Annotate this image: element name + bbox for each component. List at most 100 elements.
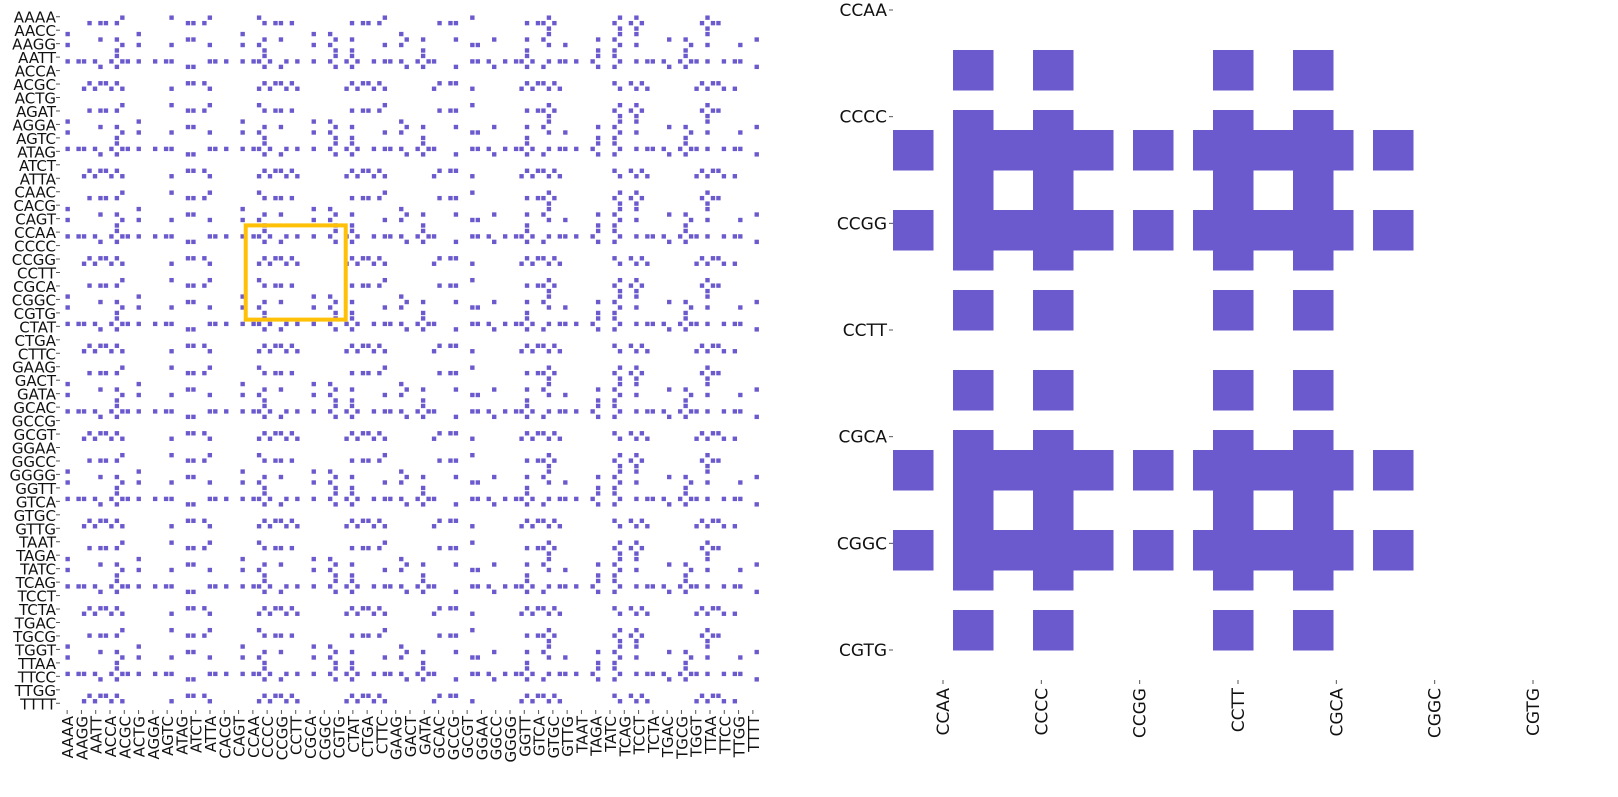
zoomed-cell xyxy=(1293,510,1314,531)
matrix-cell xyxy=(125,59,131,64)
matrix-cell xyxy=(437,168,442,173)
matrix-cell xyxy=(344,671,349,677)
matrix-cell xyxy=(420,124,426,130)
matrix-cell xyxy=(612,474,617,480)
matrix-cell xyxy=(519,409,524,414)
zoomed-cell xyxy=(1313,170,1334,191)
matrix-cell xyxy=(98,545,103,551)
zoomed-cell xyxy=(973,630,994,651)
matrix-cell xyxy=(710,693,716,698)
matrix-cell xyxy=(667,387,672,392)
zoomed-cell xyxy=(1193,230,1214,251)
matrix-cell xyxy=(278,693,284,698)
matrix-cell xyxy=(169,452,174,458)
zoomed-cell xyxy=(1013,210,1034,231)
matrix-cell xyxy=(552,168,557,173)
matrix-cell xyxy=(382,540,388,545)
matrix-cell xyxy=(382,409,388,414)
matrix-cell xyxy=(92,436,98,441)
matrix-cell xyxy=(535,431,541,436)
matrix-cell xyxy=(705,86,710,91)
matrix-cell xyxy=(169,480,174,485)
matrix-cell xyxy=(202,81,207,86)
matrix-cell xyxy=(114,256,120,261)
matrix-cell xyxy=(377,458,382,463)
matrix-cell xyxy=(431,409,437,414)
matrix-cell xyxy=(546,234,552,239)
matrix-cell xyxy=(705,261,710,266)
matrix-cell xyxy=(595,212,601,217)
matrix-cell xyxy=(262,431,267,436)
matrix-cell xyxy=(311,321,316,327)
zoomed-cell xyxy=(893,470,914,491)
zoomed-cell xyxy=(1033,510,1054,531)
matrix-cell xyxy=(650,584,656,589)
matrix-cell xyxy=(333,212,338,217)
matrix-cell xyxy=(486,671,491,677)
x-tick-label: GTGC xyxy=(545,716,563,758)
matrix-cell xyxy=(431,261,437,266)
matrix-cell xyxy=(65,381,70,387)
matrix-cell xyxy=(470,217,475,223)
matrix-cell xyxy=(152,59,158,64)
matrix-cell xyxy=(705,206,710,212)
matrix-cell xyxy=(541,299,546,305)
zoomed-cell xyxy=(1393,550,1414,571)
matrix-cell xyxy=(595,387,601,392)
matrix-cell xyxy=(136,321,141,327)
zoomed-cell xyxy=(1033,150,1054,171)
matrix-cell xyxy=(552,518,557,523)
matrix-cell xyxy=(366,458,371,463)
matrix-cell xyxy=(546,119,552,124)
zoomed-cell xyxy=(1393,230,1414,251)
matrix-cell xyxy=(114,48,120,53)
matrix-cell xyxy=(563,409,568,414)
matrix-cell xyxy=(628,283,634,288)
zoomed-cell xyxy=(1213,630,1234,651)
matrix-cell xyxy=(169,584,174,589)
matrix-cell xyxy=(333,403,338,409)
matrix-cell xyxy=(617,206,623,212)
matrix-cell xyxy=(98,649,103,655)
matrix-cell xyxy=(185,168,191,173)
x-tick-label: AGGA xyxy=(145,715,163,759)
matrix-cell xyxy=(732,436,738,441)
zoomed-cell xyxy=(1293,390,1314,411)
zoomed-cell xyxy=(1333,150,1354,171)
matrix-cell xyxy=(125,321,131,327)
matrix-cell xyxy=(366,20,371,26)
matrix-cell xyxy=(169,130,174,135)
matrix-cell xyxy=(103,518,109,523)
matrix-cell xyxy=(639,458,645,463)
matrix-cell xyxy=(470,190,475,195)
matrix-cell xyxy=(92,86,98,91)
matrix-cell xyxy=(595,491,601,496)
matrix-cell xyxy=(136,119,141,124)
matrix-cell xyxy=(738,671,743,677)
matrix-cell xyxy=(382,671,388,677)
matrix-cell xyxy=(628,108,634,113)
matrix-cell xyxy=(546,277,552,283)
zoomed-cell xyxy=(1233,390,1254,411)
zoomed-cell xyxy=(973,370,994,391)
matrix-cell xyxy=(710,606,716,611)
zoomed-cell xyxy=(1393,470,1414,491)
matrix-cell xyxy=(639,431,645,436)
x-tick-label: GCCG xyxy=(445,716,463,760)
matrix-cell xyxy=(273,283,278,288)
matrix-cell xyxy=(388,671,393,677)
matrix-cell xyxy=(486,146,491,152)
zoomed-cell xyxy=(1293,250,1314,271)
matrix-cell xyxy=(120,671,125,677)
matrix-cell xyxy=(486,584,491,589)
matrix-cell xyxy=(163,671,169,677)
zoomed-cell xyxy=(1313,470,1334,491)
matrix-cell xyxy=(705,556,710,562)
zoomed-cell xyxy=(1013,530,1034,551)
matrix-cell xyxy=(683,649,688,655)
matrix-cell xyxy=(492,152,497,157)
y-tick-label: CCCC xyxy=(14,238,56,256)
matrix-cell xyxy=(87,431,92,436)
matrix-cell xyxy=(185,606,191,611)
matrix-cell xyxy=(388,321,393,327)
